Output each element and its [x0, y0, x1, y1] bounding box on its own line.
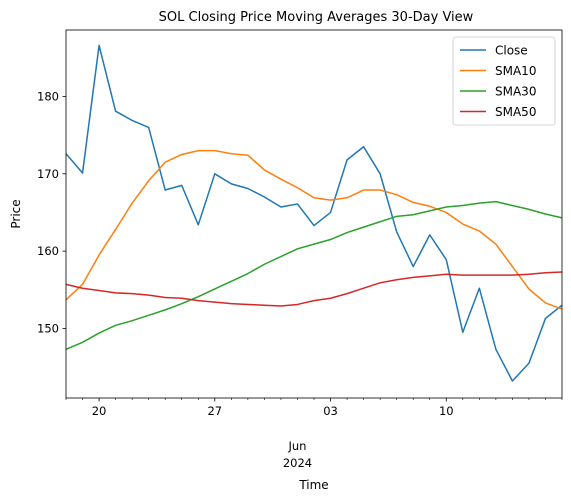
legend-label: SMA30: [495, 85, 536, 99]
x-axis: 20 27 03 10: [65, 398, 563, 418]
y-tick-label: 180: [37, 89, 59, 103]
x-year-label: 2024: [283, 456, 312, 470]
y-tick-label: 150: [37, 321, 59, 335]
x-tick-label: 27: [207, 404, 222, 418]
y-tick-label: 160: [37, 244, 59, 258]
legend: Close SMA10 SMA30 SMA50: [452, 36, 556, 126]
y-axis-label: Price: [9, 199, 23, 228]
x-tick-label: 10: [439, 404, 454, 418]
x-axis-label: Time: [298, 478, 328, 492]
plot-area: [65, 44, 563, 382]
y-tick-label: 170: [37, 167, 59, 181]
series-line-0: [65, 44, 563, 382]
series-line-1: [65, 149, 563, 310]
legend-box: [452, 36, 556, 126]
x-tick-label: 20: [92, 404, 107, 418]
series-line-3: [65, 271, 563, 307]
legend-label: SMA10: [495, 64, 536, 78]
chart-title: SOL Closing Price Moving Averages 30-Day…: [159, 10, 474, 25]
series-line-2: [65, 200, 563, 350]
x-month-label: Jun: [287, 439, 306, 453]
legend-label: Close: [495, 44, 528, 58]
x-tick-label: 03: [323, 404, 338, 418]
y-axis: 150 160 170 180: [37, 89, 66, 335]
legend-label: SMA50: [495, 105, 536, 119]
